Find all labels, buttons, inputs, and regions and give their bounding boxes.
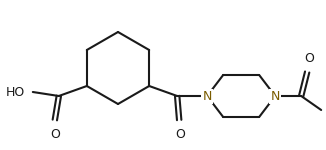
Text: N: N <box>271 90 280 102</box>
Text: HO: HO <box>6 85 25 99</box>
Text: O: O <box>304 52 314 65</box>
Text: O: O <box>50 128 60 141</box>
Text: N: N <box>202 90 212 102</box>
Text: O: O <box>175 128 185 141</box>
